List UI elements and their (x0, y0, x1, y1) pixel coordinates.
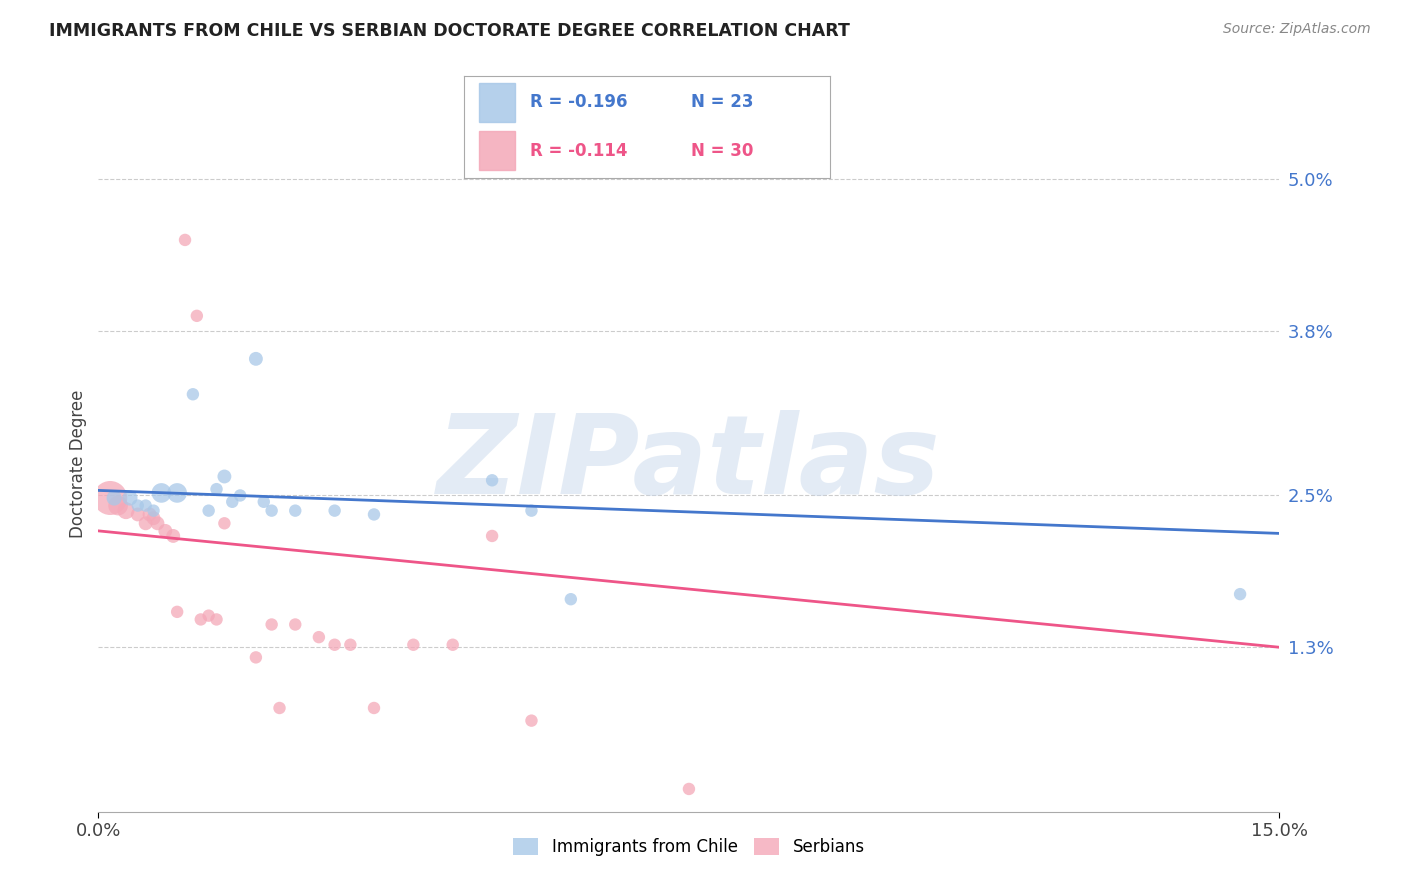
Point (103, 491, 125, 505)
Point (118, 491, 141, 505)
Point (162, 529, 184, 543)
Point (441, 638, 464, 652)
Point (205, 482, 228, 496)
Point (146, 516, 169, 531)
Point (174, 233, 197, 247)
Point (245, 650, 267, 665)
Point (520, 503, 543, 517)
Text: R = -0.196: R = -0.196 (530, 94, 627, 112)
Point (127, 499, 149, 513)
Point (205, 612, 228, 626)
Point (229, 488, 252, 502)
Point (323, 638, 346, 652)
Text: IMMIGRANTS FROM CHILE VS SERBIAN DOCTORATE DEGREE CORRELATION CHART: IMMIGRANTS FROM CHILE VS SERBIAN DOCTORA… (49, 22, 851, 40)
Point (260, 503, 283, 517)
Point (284, 503, 307, 517)
Point (520, 714, 543, 728)
Point (107, 499, 129, 513)
Point (142, 511, 165, 525)
Point (214, 469, 236, 483)
Point (269, 701, 291, 715)
Text: R = -0.114: R = -0.114 (530, 142, 627, 160)
Text: N = 23: N = 23 (690, 94, 754, 112)
Point (155, 524, 177, 538)
Legend: Immigrants from Chile, Serbians: Immigrants from Chile, Serbians (506, 831, 872, 863)
Y-axis label: Doctorate Degree: Doctorate Degree (69, 390, 87, 538)
Point (166, 605, 188, 619)
Point (323, 503, 346, 517)
Point (339, 638, 361, 652)
Point (186, 309, 208, 323)
Point (190, 612, 212, 626)
Point (402, 638, 425, 652)
Point (197, 608, 219, 623)
Point (197, 503, 219, 517)
Point (245, 351, 267, 366)
Bar (478, 83, 515, 122)
Point (481, 529, 503, 543)
Point (253, 495, 276, 509)
Point (142, 503, 165, 517)
Point (98, 491, 121, 505)
Point (115, 503, 138, 517)
Point (308, 630, 330, 644)
Text: N = 30: N = 30 (690, 142, 754, 160)
Point (363, 508, 385, 522)
Point (481, 473, 503, 487)
Point (221, 495, 243, 509)
Bar (478, 131, 515, 170)
Point (1229, 587, 1251, 601)
Point (135, 499, 157, 513)
Point (284, 617, 307, 632)
Point (560, 592, 582, 607)
Point (678, 781, 700, 796)
Point (138, 508, 160, 522)
Point (150, 486, 173, 500)
Point (135, 516, 157, 531)
Point (166, 486, 188, 500)
Point (181, 387, 204, 401)
Point (363, 701, 385, 715)
Text: ZIPatlas: ZIPatlas (437, 410, 941, 517)
Point (127, 508, 149, 522)
Point (260, 617, 283, 632)
Text: Source: ZipAtlas.com: Source: ZipAtlas.com (1223, 22, 1371, 37)
Point (214, 516, 236, 531)
